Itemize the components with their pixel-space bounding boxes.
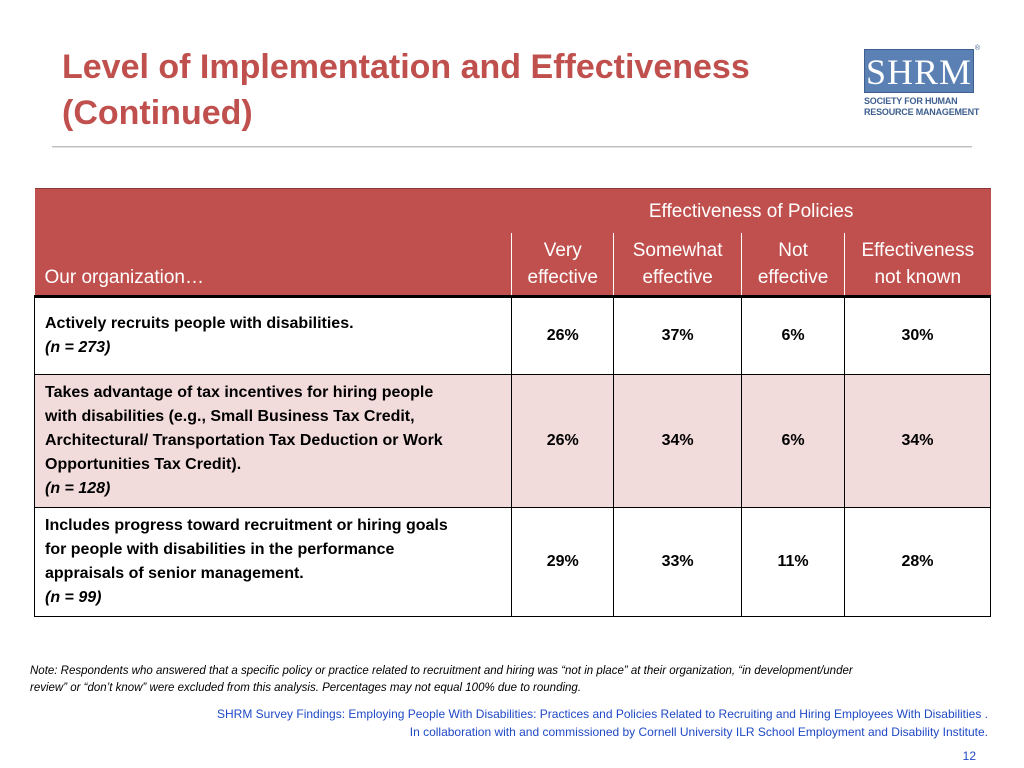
effectiveness-table: Effectiveness of Policies Our organizati… xyxy=(33,188,991,617)
row-header: Our organization… xyxy=(34,232,512,298)
column-header-line-1: Very xyxy=(543,240,582,261)
table-row: Takes advantage of tax incentives for hi… xyxy=(33,374,991,508)
source-citation-line-2: In collaboration with and commissioned b… xyxy=(409,725,988,739)
cell-not-effective: 6% xyxy=(741,374,846,508)
shrm-logo-text: SHRM xyxy=(865,52,973,92)
cell-very-effective: 26% xyxy=(511,296,615,375)
title-divider xyxy=(52,146,972,147)
table-row: Actively recruits people with disabiliti… xyxy=(33,296,991,375)
row-sample-size: (n = 128) xyxy=(45,480,111,497)
column-header-somewhat-effective: Somewhat effective xyxy=(613,232,742,298)
row-label: Takes advantage of tax incentives for hi… xyxy=(33,374,513,508)
cell-very-effective: 29% xyxy=(511,507,615,617)
column-header-line-2: effective xyxy=(757,267,829,288)
column-header-line-2: not known xyxy=(874,267,962,288)
row-label-line: Includes progress toward recruitment or … xyxy=(45,517,448,534)
source-citation-line-1: SHRM Survey Findings: Employing People W… xyxy=(217,707,988,721)
slide-title-line-2: (Continued) xyxy=(62,94,253,132)
cell-very-effective: 26% xyxy=(511,374,615,508)
cell-somewhat-effective: 37% xyxy=(613,296,743,375)
cell-not-effective: 6% xyxy=(741,296,846,375)
row-label-line: Architectural/ Transportation Tax Deduct… xyxy=(45,432,443,449)
row-label-line: appraisals of senior management. xyxy=(45,565,304,582)
column-header-line-1: Effectiveness xyxy=(861,240,975,261)
column-header-line-1: Somewhat xyxy=(632,240,723,261)
table-row: Includes progress toward recruitment or … xyxy=(33,507,991,617)
slide-title-line-1: Level of Implementation and Effectivenes… xyxy=(62,48,750,86)
cell-not-effective: 11% xyxy=(741,507,846,617)
column-header-line-2: effective xyxy=(527,267,598,288)
column-header-not-effective: Not effective xyxy=(741,232,845,298)
column-header-line-2: effective xyxy=(642,267,713,288)
shrm-logo-subtitle-line-2: RESOURCE MANAGEMENT xyxy=(864,107,980,117)
column-header-effectiveness-not-known: Effectiveness not known xyxy=(844,232,991,298)
shrm-logo-subtitle-line-1: SOCIETY FOR HUMAN xyxy=(864,96,958,106)
page-number: 12 xyxy=(962,749,976,763)
row-sample-size: (n = 99) xyxy=(45,589,102,606)
header-blank-cell xyxy=(34,188,512,233)
shrm-logo-mark: SHRM xyxy=(864,49,974,93)
registered-mark: ® xyxy=(974,45,980,52)
shrm-logo: SHRM ® SOCIETY FOR HUMAN RESOURCE MANAGE… xyxy=(862,45,980,121)
footnote-line-1: Note: Respondents who answered that a sp… xyxy=(30,665,853,677)
row-label: Actively recruits people with disabiliti… xyxy=(33,296,513,375)
cell-somewhat-effective: 34% xyxy=(613,374,743,508)
column-header-very-effective: Very effective xyxy=(511,232,614,298)
cell-somewhat-effective: 33% xyxy=(613,507,743,617)
cell-effectiveness-not-known: 30% xyxy=(844,296,991,375)
cell-effectiveness-not-known: 34% xyxy=(844,374,991,508)
row-label-line: Actively recruits people with disabiliti… xyxy=(45,315,354,332)
cell-effectiveness-not-known: 28% xyxy=(844,507,991,617)
row-sample-size: (n = 273) xyxy=(45,339,111,356)
group-header: Effectiveness of Policies xyxy=(511,188,991,233)
footnote-line-2: review” or “don’t know” were excluded fr… xyxy=(30,682,582,694)
footnote: Note: Respondents who answered that a sp… xyxy=(30,663,990,697)
column-header-line-1: Not xyxy=(778,240,808,261)
slide-title: Level of Implementation and Effectivenes… xyxy=(62,44,822,136)
row-label: Includes progress toward recruitment or … xyxy=(33,507,513,617)
shrm-logo-subtitle: SOCIETY FOR HUMAN RESOURCE MANAGEMENT xyxy=(864,96,980,118)
row-label-line: with disabilities (e.g., Small Business … xyxy=(45,408,415,425)
row-label-line: Takes advantage of tax incentives for hi… xyxy=(45,384,434,401)
row-label-line: for people with disabilities in the perf… xyxy=(45,541,395,558)
row-label-line: Opportunities Tax Credit). xyxy=(45,456,242,473)
source-citation: SHRM Survey Findings: Employing People W… xyxy=(88,705,988,741)
